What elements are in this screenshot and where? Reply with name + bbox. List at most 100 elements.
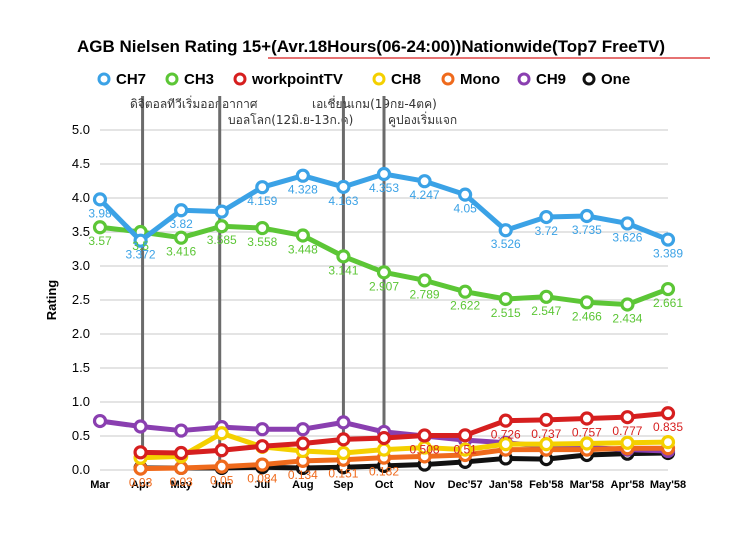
data-label-mono: 0.03 (129, 476, 153, 490)
x-tick-label: Mar (90, 479, 110, 491)
data-label-workpointtv: 0.757 (572, 426, 602, 440)
legend: CH7 CH3 workpointTV CH8 Mono CH9 One (97, 71, 630, 88)
data-point-workpointtv (255, 439, 270, 454)
data-point-ch3 (660, 281, 676, 297)
data-label-ch3: 2.907 (369, 279, 399, 293)
data-point-workpointtv (458, 428, 473, 443)
data-label-ch7: 4.328 (288, 183, 318, 197)
data-point-ch8 (376, 442, 392, 457)
x-tick-label: Dec'57 (448, 479, 483, 491)
data-label-mono: 0.03 (169, 475, 193, 489)
data-point-ch7 (417, 174, 432, 189)
data-label-ch3: 2.515 (491, 306, 521, 320)
y-tick-label: 3.5 (72, 224, 90, 239)
y-axis-label: Rating (44, 280, 59, 321)
series-workpointtv (133, 406, 676, 461)
data-label-ch7: 3.98 (88, 206, 112, 220)
data-label-mono: 0.182 (369, 465, 399, 479)
legend-swatch-ch3 (165, 72, 179, 86)
data-point-ch9 (174, 423, 189, 438)
data-label-ch3: 3.5 (132, 239, 149, 253)
data-point-ch3 (458, 284, 473, 299)
data-label-ch3: 2.434 (612, 311, 642, 325)
data-point-ch3 (92, 220, 108, 235)
series-group (92, 166, 676, 476)
data-point-ch3 (417, 273, 432, 288)
data-point-ch7 (376, 166, 392, 182)
data-label-ch3: 2.547 (531, 304, 561, 318)
data-point-ch3 (376, 265, 392, 280)
legend-swatch-workpointtv (233, 72, 247, 86)
data-label-workpointtv: 0.508 (410, 442, 440, 456)
x-tick-label: Sep (333, 479, 353, 491)
data-label-ch7: 3.82 (169, 217, 193, 231)
legend-label-mono: Mono (460, 71, 500, 88)
x-tick-label: Apr'58 (611, 479, 645, 491)
data-label-ch3: 3.448 (288, 243, 318, 257)
data-label-ch7: 3.389 (653, 247, 683, 261)
data-point-ch3 (214, 219, 229, 234)
data-point-ch9 (336, 415, 351, 430)
x-tick-label: May (170, 479, 192, 491)
data-label-workpointtv: 0.737 (531, 427, 561, 441)
x-tick-label: Apr (131, 479, 151, 491)
data-point-ch8 (539, 437, 554, 452)
data-label-ch3: 2.622 (450, 299, 480, 313)
annotation-label: ดิจิตอลทีวีเริ่มออกอากาศ (130, 95, 258, 111)
x-tick-label: May'58 (650, 479, 686, 491)
data-point-ch8 (214, 426, 229, 441)
data-point-ch7 (214, 204, 229, 219)
data-point-workpointtv (214, 443, 229, 458)
data-point-ch7 (336, 179, 351, 195)
data-point-workpointtv (620, 410, 635, 425)
legend-swatch-ch8 (372, 72, 386, 86)
data-point-ch7 (660, 232, 676, 247)
data-point-ch8 (336, 445, 351, 461)
data-point-ch3 (336, 249, 351, 264)
data-label-ch7: 4.05 (453, 202, 477, 216)
data-label-ch3: 3.57 (88, 234, 112, 248)
legend-swatch-ch9 (517, 72, 531, 86)
annotation-label: เอเชี่ยนเกม(19กย-4ตค) (312, 95, 437, 111)
data-label-mono: 0.151 (328, 467, 358, 481)
data-label-mono: 0.084 (247, 472, 277, 486)
data-label-ch7: 4.353 (369, 181, 399, 195)
data-point-ch3 (295, 228, 310, 243)
data-point-workpointtv (498, 413, 513, 428)
data-point-workpointtv (660, 406, 676, 421)
data-label-ch3: 2.789 (410, 287, 440, 301)
data-point-ch8 (620, 435, 635, 450)
data-label-mono: 0.134 (288, 468, 318, 482)
data-label-workpointtv: 0.51 (453, 442, 477, 456)
x-tick-label: Oct (375, 479, 394, 491)
y-tick-label: 1.5 (72, 360, 90, 375)
data-point-ch3 (174, 230, 189, 245)
data-label-workpointtv: 0.726 (491, 428, 521, 442)
x-tick-label: Jan'58 (489, 479, 523, 491)
y-tick-label: 2.5 (72, 292, 90, 307)
x-tick-label: Jun (212, 479, 232, 491)
legend-label-one: One (601, 71, 630, 88)
data-point-ch8 (458, 442, 473, 457)
legend-label-workpointtv: workpointTV (251, 71, 343, 88)
data-label-ch7: 4.247 (410, 188, 440, 202)
data-point-ch9 (295, 422, 310, 437)
data-point-workpointtv (579, 411, 594, 426)
data-point-workpointtv (417, 428, 432, 443)
data-point-ch8 (579, 436, 594, 451)
axes: 0.0 0.5 1.0 1.5 2.0 2.5 3.0 3.5 4.0 4.5 5.0 Mar Apr M… (72, 122, 686, 491)
data-point-ch7 (255, 180, 270, 195)
data-point-ch7 (458, 187, 473, 202)
data-labels: 0.03 0.03 0.05 0.084 0.134 0.151 0.182 0.508 0.5… (88, 181, 683, 490)
data-label-ch7: 3.526 (491, 237, 521, 251)
y-tick-label: 0.5 (72, 428, 90, 443)
data-label-ch7: 4.163 (328, 194, 358, 208)
data-label-ch7: 3.735 (572, 223, 602, 237)
legend-label-ch8: CH8 (391, 71, 421, 88)
data-point-ch9 (255, 422, 270, 437)
data-point-mono (174, 460, 189, 476)
data-point-ch3 (539, 289, 554, 304)
y-tick-label: 1.0 (72, 394, 90, 409)
data-point-ch8 (660, 435, 676, 450)
